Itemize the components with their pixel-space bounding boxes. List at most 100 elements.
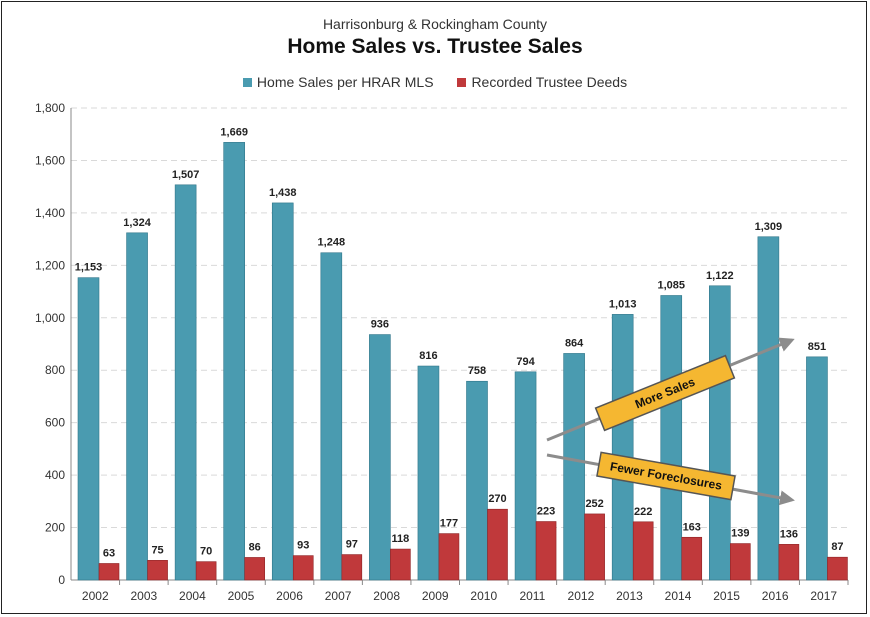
data-label-trustee-deeds: 252 <box>585 498 603 510</box>
data-label-home-sales: 936 <box>371 319 389 331</box>
bar-trustee-deeds <box>147 560 168 581</box>
bar-home-sales <box>514 371 537 581</box>
data-label-home-sales: 1,309 <box>755 221 783 233</box>
data-label-home-sales: 1,153 <box>75 262 103 274</box>
legend-item-trustee-deeds: Recorded Trustee Deeds <box>457 74 627 90</box>
y-tick-label: 1,400 <box>35 206 65 220</box>
data-label-home-sales: 851 <box>808 341 826 353</box>
bar-trustee-deeds <box>98 563 120 581</box>
bar-trustee-deeds <box>730 543 751 581</box>
data-label-trustee-deeds: 86 <box>249 541 261 553</box>
y-tick-label: 400 <box>45 468 65 482</box>
bar-home-sales <box>174 184 197 581</box>
bar-home-sales <box>126 232 148 581</box>
data-label-trustee-deeds: 118 <box>392 533 410 545</box>
x-tick-label: 2011 <box>519 589 545 603</box>
data-label-home-sales: 1,669 <box>220 126 248 138</box>
data-label-trustee-deeds: 87 <box>831 541 843 553</box>
data-label-trustee-deeds: 177 <box>440 518 458 530</box>
bar-home-sales <box>660 295 683 581</box>
bar-home-sales <box>271 202 294 581</box>
data-label-home-sales: 816 <box>419 350 437 362</box>
bar-trustee-deeds <box>390 548 411 581</box>
y-tick-label: 0 <box>58 573 65 587</box>
bar-trustee-deeds <box>438 533 460 581</box>
chart-subtitle: Harrisonburg & Rockingham County <box>322 16 548 32</box>
data-label-trustee-deeds: 163 <box>683 521 701 533</box>
bar-trustee-deeds <box>292 555 314 581</box>
data-label-trustee-deeds: 93 <box>297 540 309 552</box>
x-tick-label: 2017 <box>810 589 837 603</box>
bar-home-sales <box>806 356 828 581</box>
data-label-trustee-deeds: 223 <box>537 506 555 518</box>
legend-label-home-sales: Home Sales per HRAR MLS <box>256 74 434 90</box>
data-label-home-sales: 1,324 <box>123 217 151 229</box>
bar-trustee-deeds <box>244 557 265 581</box>
x-tick-label: 2005 <box>228 589 255 603</box>
bar-trustee-deeds <box>487 508 508 581</box>
bar-trustee-deeds <box>195 561 217 581</box>
legend-swatch-home-sales <box>242 78 252 87</box>
data-label-trustee-deeds: 70 <box>200 546 212 558</box>
legend-label-trustee-deeds: Recorded Trustee Deeds <box>471 74 628 90</box>
chart-title: Home Sales vs. Trustee Sales <box>287 35 583 58</box>
data-label-home-sales: 1,438 <box>269 187 297 199</box>
bar-home-sales <box>417 365 440 581</box>
bar-home-sales <box>223 142 245 581</box>
x-tick-label: 2015 <box>713 589 740 603</box>
more-sales-box <box>594 354 736 432</box>
data-label-home-sales: 1,013 <box>609 298 637 310</box>
data-label-trustee-deeds: 136 <box>780 528 798 540</box>
bar-home-sales <box>709 285 731 581</box>
fewer-foreclosures-box <box>596 451 736 501</box>
y-tick-label: 1,200 <box>35 258 65 272</box>
y-tick-label: 1,000 <box>35 311 65 325</box>
legend-item-home-sales: Home Sales per HRAR MLS <box>242 74 434 90</box>
y-tick-label: 1,600 <box>35 153 65 167</box>
y-tick-label: 600 <box>45 416 65 430</box>
x-tick-label: 2014 <box>665 589 692 603</box>
data-label-trustee-deeds: 222 <box>634 506 652 518</box>
bar-trustee-deeds <box>584 513 605 581</box>
bar-trustee-deeds <box>341 554 363 581</box>
data-label-trustee-deeds: 270 <box>488 493 506 505</box>
bar-home-sales <box>320 252 343 581</box>
x-tick-label: 2007 <box>325 589 352 603</box>
bar-home-sales <box>611 314 634 581</box>
bar-home-sales <box>757 236 780 581</box>
bar-trustee-deeds <box>778 544 800 581</box>
bar-trustee-deeds <box>535 521 557 581</box>
x-tick-label: 2012 <box>568 589 595 603</box>
x-tick-label: 2003 <box>130 589 157 603</box>
data-label-trustee-deeds: 75 <box>151 544 163 556</box>
y-tick-label: 1,800 <box>35 101 65 115</box>
bar-trustee-deeds <box>681 536 703 581</box>
x-tick-label: 2002 <box>82 589 109 603</box>
y-tick-label: 200 <box>45 521 65 535</box>
bar-home-sales <box>563 353 585 581</box>
x-tick-label: 2006 <box>276 589 303 603</box>
data-label-home-sales: 1,085 <box>657 279 685 291</box>
bar-home-sales <box>369 334 391 581</box>
x-tick-label: 2016 <box>762 589 789 603</box>
bar-home-sales <box>77 277 100 581</box>
y-tick-label: 800 <box>45 363 65 377</box>
data-label-home-sales: 1,122 <box>706 270 734 282</box>
x-tick-label: 2009 <box>422 589 449 603</box>
chart-legend: Home Sales per HRAR MLS Recorded Trustee… <box>0 74 870 90</box>
x-tick-label: 2004 <box>179 589 206 603</box>
data-label-home-sales: 1,507 <box>172 169 200 181</box>
bar-home-sales <box>466 380 488 581</box>
legend-swatch-trustee-deeds <box>457 78 467 87</box>
x-tick-label: 2008 <box>373 589 400 603</box>
data-label-home-sales: 794 <box>516 356 535 368</box>
x-tick-label: 2010 <box>470 589 497 603</box>
bar-trustee-deeds <box>827 556 848 581</box>
data-label-trustee-deeds: 97 <box>346 539 358 551</box>
x-tick-label: 2013 <box>616 589 643 603</box>
data-label-trustee-deeds: 63 <box>103 547 115 559</box>
bar-trustee-deeds <box>632 521 654 581</box>
data-label-home-sales: 758 <box>468 365 486 377</box>
data-label-home-sales: 1,248 <box>318 237 346 249</box>
